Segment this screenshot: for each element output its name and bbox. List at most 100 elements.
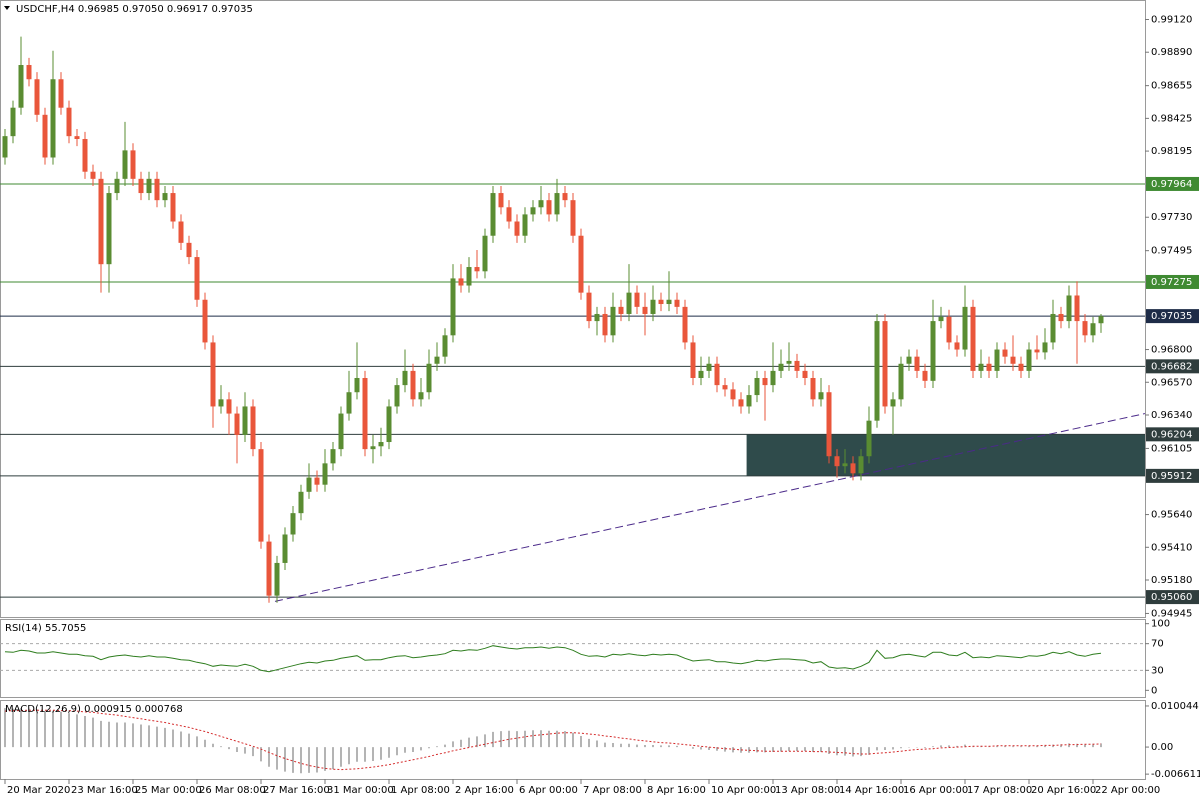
candle-body — [386, 406, 392, 443]
candle-body — [482, 235, 488, 272]
candle-body — [890, 399, 896, 407]
candle-body — [218, 399, 224, 407]
rsi-line — [4, 645, 1102, 673]
candle-body — [354, 377, 360, 393]
x-tick-label: 25 Mar 00:00 — [135, 785, 202, 796]
y-tick-label: 0.95180 — [1151, 575, 1192, 586]
candle-body — [378, 442, 384, 447]
candle-body — [90, 171, 96, 179]
x-tick-label: 14 Apr 16:00 — [839, 785, 904, 796]
x-tick-label: 20 Mar 2020 — [7, 785, 70, 796]
candle-body — [690, 342, 696, 378]
candle-body — [1002, 349, 1008, 357]
x-tick-label: 10 Apr 00:00 — [711, 785, 776, 796]
candle-body — [130, 150, 136, 179]
candle-body — [402, 370, 408, 386]
candle-body — [18, 65, 24, 108]
candle-body — [994, 349, 1000, 371]
rsi-title: RSI(14) 55.7055 — [5, 623, 86, 634]
level-label: 0.95060 — [1151, 592, 1192, 603]
x-tick-label: 26 Mar 08:00 — [199, 785, 266, 796]
x-tick-label: 23 Mar 16:00 — [71, 785, 138, 796]
candle-body — [250, 406, 256, 450]
level-label: 0.95912 — [1151, 471, 1192, 482]
candle-body — [954, 342, 960, 350]
y-tick-label: 0.00 — [1151, 742, 1173, 753]
menu-arrow[interactable] — [4, 6, 10, 10]
candle-body — [42, 114, 48, 158]
candle-body — [714, 363, 720, 386]
candle-body — [266, 541, 272, 596]
x-tick-label: 16 Apr 00:00 — [903, 785, 968, 796]
candle-body — [562, 193, 568, 201]
candle-body — [458, 278, 464, 286]
y-tick-label: 0.94945 — [1151, 608, 1192, 619]
candle-body — [170, 193, 176, 222]
candle-body — [706, 363, 712, 371]
candle-body — [474, 267, 480, 272]
candle-body — [1050, 313, 1056, 343]
x-tick-label: 7 Apr 08:00 — [583, 785, 642, 796]
candle-body — [746, 395, 752, 407]
candle-body — [898, 363, 904, 400]
candle-body — [506, 207, 512, 222]
y-tick-label: 0.97495 — [1151, 246, 1192, 257]
candle-body — [10, 107, 16, 137]
candle-body — [210, 342, 216, 407]
candle-body — [362, 377, 368, 450]
candle-body — [426, 363, 432, 393]
candle-body — [666, 299, 672, 305]
candle-body — [418, 392, 424, 400]
candle-body — [330, 449, 336, 464]
candle-body — [938, 316, 944, 322]
y-tick-label: 0.95410 — [1151, 542, 1192, 553]
level-label: 0.97035 — [1151, 311, 1192, 322]
candle-body — [850, 463, 856, 474]
level-label-box — [1146, 468, 1199, 483]
candle-body — [826, 392, 832, 457]
candle-body — [98, 178, 104, 265]
candle-body — [74, 136, 80, 139]
candle-body — [274, 562, 280, 596]
candle-body — [306, 477, 312, 492]
candle-body — [754, 377, 760, 396]
level-label-box — [1146, 590, 1199, 605]
candle-body — [802, 370, 808, 378]
level-label-box — [1146, 309, 1199, 324]
candle-body — [722, 385, 728, 390]
candle-body — [570, 200, 576, 236]
x-tick-label: 17 Apr 08:00 — [967, 785, 1032, 796]
candle-body — [1098, 316, 1104, 324]
candle-body — [1018, 363, 1024, 371]
signal-line — [4, 709, 1102, 771]
candle-body — [290, 513, 296, 535]
level-label-box — [1146, 427, 1199, 442]
zone — [746, 434, 1145, 476]
candle-body — [26, 65, 32, 80]
rsi-panel-border — [0, 619, 1146, 698]
candle-body — [834, 456, 840, 467]
y-tick-label: 100 — [1151, 619, 1170, 630]
level-label-box — [1146, 176, 1199, 191]
y-tick-label: 0.96340 — [1151, 410, 1192, 421]
candle-body — [1042, 342, 1048, 353]
candle-body — [626, 292, 632, 314]
candle-body — [450, 278, 456, 336]
candle-body — [282, 534, 288, 563]
candle-body — [546, 200, 552, 215]
candle-body — [50, 79, 56, 158]
y-tick-label: 0.95640 — [1151, 510, 1192, 521]
y-tick-label: 0.96570 — [1151, 377, 1192, 388]
candle-body — [498, 193, 504, 208]
candle-body — [82, 138, 88, 172]
candle-body — [146, 178, 152, 194]
y-tick-label: 0.96800 — [1151, 345, 1192, 356]
y-tick-label: 0.98890 — [1151, 47, 1192, 58]
y-tick-label: 0 — [1151, 685, 1157, 696]
candle-body — [730, 389, 736, 400]
candle-body — [410, 370, 416, 400]
candle-body — [762, 377, 768, 386]
candle-body — [698, 370, 704, 378]
